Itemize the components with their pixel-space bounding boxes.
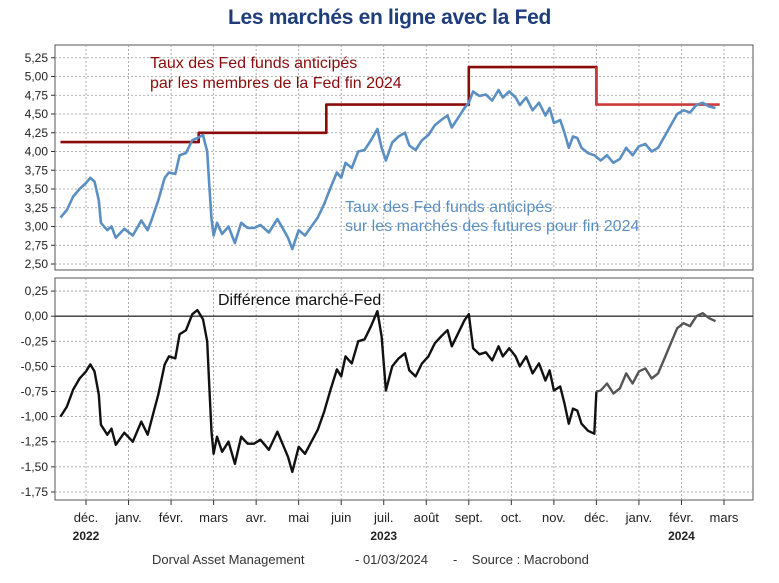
top-panel-ytick-label: 3,00 (25, 220, 49, 234)
market-annotation-line1: Taux des Fed funds anticipés (345, 199, 552, 216)
difference-line (59, 308, 598, 474)
bottom-panel-ytick-label: -1,75 (21, 485, 49, 499)
x-year-label: 2023 (370, 529, 397, 543)
fed-annotation-line2: par les membres de la Fed fin 2024 (150, 75, 402, 92)
bottom-panel-ytick-label: -1,00 (21, 410, 49, 424)
difference-line-recent (596, 312, 717, 395)
x-tick-label: juil. (373, 510, 394, 525)
x-tick-label: janv. (114, 510, 142, 525)
x-tick-label: oct. (501, 510, 522, 525)
x-tick-label: janv. (625, 510, 653, 525)
top-panel-ytick-label: 3,25 (25, 201, 49, 215)
top-panel-ytick-label: 4,25 (25, 126, 49, 140)
x-year-label: 2022 (73, 529, 100, 543)
top-panel-ytick-label: 4,00 (25, 145, 49, 159)
x-tick-label: févr. (669, 510, 694, 525)
x-tick-label: mars (199, 510, 228, 525)
top-panel-ytick-label: 3,75 (25, 163, 49, 177)
fed-dots-line (60, 65, 598, 144)
top-panel-ytick-label: 2,50 (25, 257, 49, 271)
bottom-panel-ytick-label: -0,50 (21, 359, 49, 373)
bottom-panel-ytick-label: 0,25 (25, 284, 49, 298)
top-panel-ytick-label: 4,75 (25, 88, 49, 102)
x-tick-label: juin (330, 510, 351, 525)
x-year-label: 2024 (668, 529, 695, 543)
market-futures-line (59, 88, 716, 251)
footer-date: - 01/03/2024 (355, 552, 429, 567)
x-tick-label: avr. (246, 510, 267, 525)
bottom-panel-ytick-label: -1,25 (21, 435, 49, 449)
top-panel-ytick-label: 4,50 (25, 107, 49, 121)
top-panel-ytick-label: 5,25 (25, 51, 49, 65)
market-annotation-line2: sur les marchés des futures pour fin 202… (345, 218, 639, 235)
x-tick-label: févr. (159, 510, 184, 525)
footer-source: - Source : Macrobond (453, 552, 589, 567)
bottom-panel-ytick-label: -1,50 (21, 460, 49, 474)
top-panel-ytick-label: 5,00 (25, 70, 49, 84)
fed-annotation-line1: Taux des Fed funds anticipés (150, 55, 357, 72)
x-tick-label: août (414, 510, 440, 525)
top-panel-ytick-label: 3,50 (25, 182, 49, 196)
bottom-panel-ytick-label: -0,25 (21, 334, 49, 348)
footer-company: Dorval Asset Management (152, 552, 305, 567)
x-tick-label: sept. (455, 510, 483, 525)
fed-dots-line-recent (595, 67, 720, 106)
difference-title: Différence marché-Fed (218, 292, 381, 309)
x-tick-label: mars (710, 510, 739, 525)
x-tick-label: déc. (74, 510, 99, 525)
bottom-panel-ytick-label: 0,00 (25, 309, 49, 323)
bottom-panel-ytick-label: -0,75 (21, 385, 49, 399)
chart-title: Les marchés en ligne avec la Fed (227, 6, 552, 29)
x-tick-label: nov. (542, 510, 566, 525)
x-tick-label: mai (288, 510, 309, 525)
top-panel-ytick-label: 2,75 (25, 238, 49, 252)
x-tick-label: déc. (584, 510, 609, 525)
